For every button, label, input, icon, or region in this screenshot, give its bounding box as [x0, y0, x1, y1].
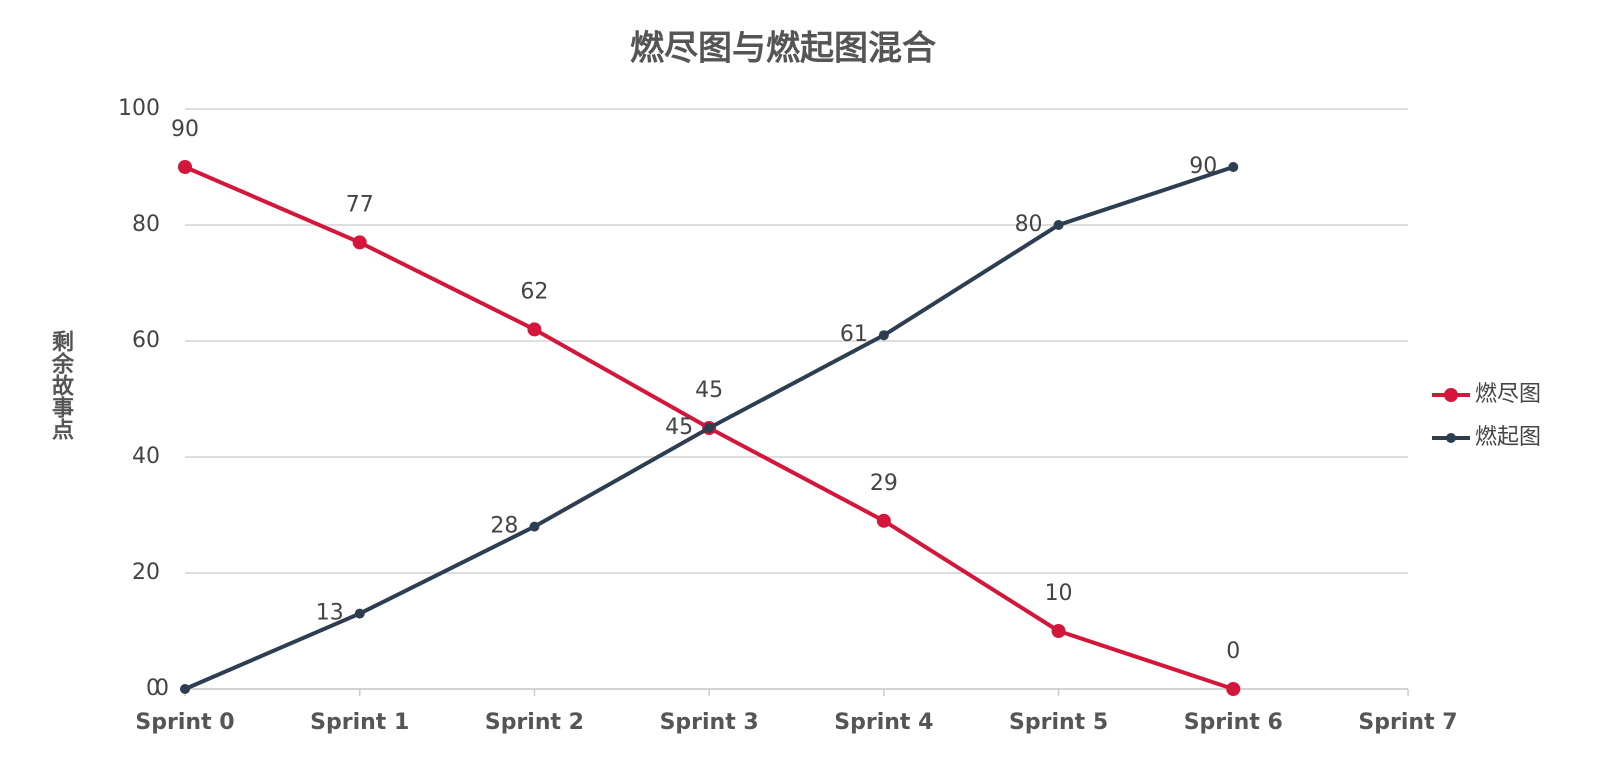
legend-marker [1446, 433, 1456, 443]
point [354, 608, 365, 619]
y-tick-label: 0 [146, 676, 160, 701]
y-tick-label: 80 [132, 212, 160, 237]
x-tick-label: Sprint 7 [1358, 710, 1457, 735]
y-tick-label: 20 [132, 560, 160, 585]
point [1228, 162, 1239, 172]
x-tick-label: Sprint 2 [485, 710, 584, 735]
y-tick-label: 100 [118, 96, 160, 121]
data-label: 61 [840, 322, 868, 347]
legend-label: 燃起图 [1475, 425, 1541, 450]
data-label: 45 [665, 415, 693, 440]
y-tick-label: 60 [132, 328, 160, 353]
data-label: 62 [520, 279, 548, 304]
point [1226, 682, 1241, 696]
data-label: 45 [695, 378, 723, 403]
point [178, 160, 192, 174]
x-tick-label: Sprint 1 [310, 710, 409, 735]
data-label: 90 [1189, 154, 1217, 179]
point [527, 322, 542, 337]
legend-label: 燃尽图 [1475, 382, 1541, 407]
x-tick-label: Sprint 5 [1009, 710, 1108, 735]
point [180, 684, 190, 694]
x-tick-label: Sprint 0 [135, 710, 234, 735]
point [1053, 220, 1064, 230]
legend-marker [1444, 388, 1458, 402]
point [529, 521, 540, 532]
x-tick-label: Sprint 3 [660, 710, 759, 735]
data-label: 90 [171, 117, 199, 142]
data-label: 0 [1226, 639, 1240, 664]
data-label: 28 [490, 514, 518, 539]
y-tick-label: 40 [132, 444, 160, 469]
point [878, 330, 889, 341]
data-label: 13 [316, 601, 344, 626]
data-label: 80 [1015, 212, 1043, 237]
data-label: 29 [870, 471, 898, 496]
data-label: 0 [155, 676, 169, 701]
x-tick-label: Sprint 6 [1184, 710, 1283, 735]
point [704, 423, 715, 433]
chart-title: 燃尽图与燃起图混合 [630, 29, 936, 69]
data-label: 10 [1045, 581, 1073, 606]
x-tick-label: Sprint 4 [834, 710, 933, 735]
data-label: 77 [346, 192, 374, 217]
y-axis-label: 剩余故事点 [48, 330, 75, 441]
point [352, 235, 367, 250]
point [876, 513, 891, 528]
point [1051, 624, 1066, 638]
